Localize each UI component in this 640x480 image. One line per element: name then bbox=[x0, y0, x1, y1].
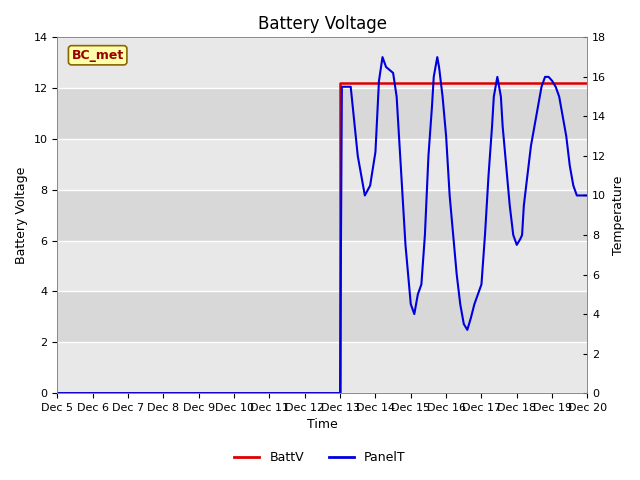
Title: Battery Voltage: Battery Voltage bbox=[258, 15, 387, 33]
Y-axis label: Temperature: Temperature bbox=[612, 176, 625, 255]
Bar bbox=[58, 190, 588, 240]
Legend: BattV, PanelT: BattV, PanelT bbox=[229, 446, 411, 469]
Text: BC_met: BC_met bbox=[72, 49, 124, 62]
Bar bbox=[58, 342, 588, 393]
X-axis label: Time: Time bbox=[307, 419, 338, 432]
Bar bbox=[58, 139, 588, 190]
Y-axis label: Battery Voltage: Battery Voltage bbox=[15, 167, 28, 264]
Bar bbox=[58, 88, 588, 139]
Bar bbox=[58, 240, 588, 291]
Bar bbox=[58, 291, 588, 342]
Bar bbox=[58, 37, 588, 88]
